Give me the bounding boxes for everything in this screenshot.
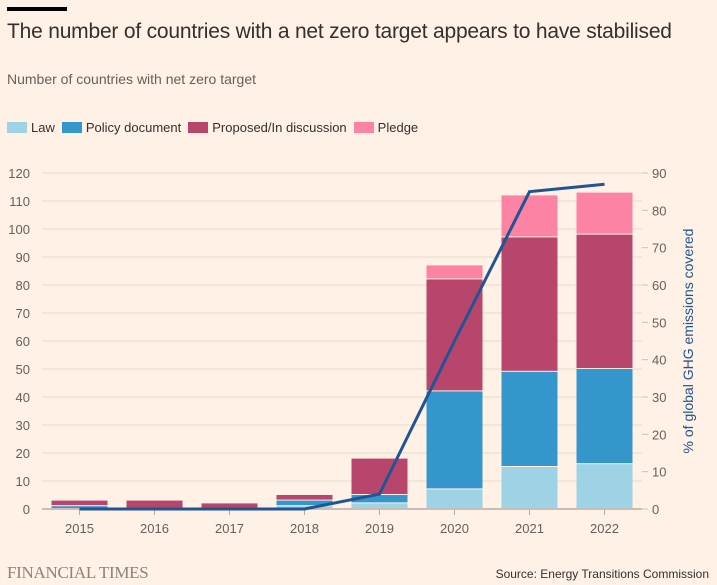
legend-swatch-pledge (353, 122, 374, 133)
left-tick-label: 10 (16, 474, 30, 489)
ft-top-rule (7, 7, 67, 11)
bar-segment-policy-document (501, 371, 558, 466)
legend-swatch-policy (61, 122, 82, 133)
emissions-line-path (79, 182, 605, 511)
bar-segment-proposed-in-discussion (426, 279, 483, 391)
bar-segment-policy-document (576, 369, 633, 464)
left-axis-ticks: 0 10 20 30 40 50 60 70 80 90 100 110 120 (8, 166, 30, 517)
bar-segment-proposed-in-discussion (576, 234, 633, 368)
bar-segment-proposed-in-discussion (201, 503, 258, 508)
bar-segment-law (351, 503, 408, 508)
emissions-line (79, 182, 605, 511)
left-tick-label: 20 (16, 446, 30, 461)
chart-subtitle: Number of countries with net zero target (7, 71, 257, 87)
right-axis-label: % of global GHG emissions covered (680, 229, 696, 454)
bar-segment-proposed-in-discussion (276, 495, 333, 500)
left-tick-label: 110 (9, 194, 30, 209)
right-tick-label: 0 (652, 502, 659, 517)
left-tick-label: 90 (16, 250, 30, 265)
bar-segment-proposed-in-discussion (51, 500, 108, 506)
bar-segment-law (576, 464, 633, 508)
left-tick-label: 40 (16, 390, 30, 405)
bar-segment-policy-document (351, 495, 408, 503)
bars (51, 192, 633, 508)
x-tick-label: 2017 (215, 521, 244, 536)
x-tick-label: 2021 (515, 521, 544, 536)
x-axis: 2015 2016 2017 2018 2019 2020 2021 2022 (65, 509, 619, 536)
legend-item-law: Law (7, 120, 55, 135)
right-tick-label: 70 (652, 241, 666, 256)
x-tick-label: 2015 (65, 521, 94, 536)
legend-label-pledge: Pledge (377, 120, 419, 135)
bar-segment-law (276, 506, 333, 508)
bar-segment-proposed-in-discussion (351, 458, 408, 494)
right-tick-label: 10 (652, 465, 666, 480)
legend: Law Policy document Proposed/In discussi… (7, 120, 425, 135)
right-tick-label: 50 (652, 315, 666, 330)
bar-segment-law (501, 467, 558, 508)
left-tick-label: 60 (16, 334, 30, 349)
legend-label-policy: Policy document (85, 120, 182, 135)
bar-segment-policy-document (51, 506, 108, 508)
legend-item-pledge: Pledge (353, 120, 419, 135)
legend-swatch-proposed (188, 122, 209, 133)
right-tick-label: 20 (652, 427, 666, 442)
left-tick-label: 100 (8, 222, 30, 237)
left-tick-label: 120 (8, 166, 30, 181)
bar-segment-proposed-in-discussion (501, 237, 558, 371)
right-tick-label: 40 (652, 353, 666, 368)
left-tick-label: 70 (16, 306, 30, 321)
bar-segment-law (426, 489, 483, 508)
x-tick-label: 2022 (590, 521, 619, 536)
legend-label-proposed: Proposed/In discussion (212, 120, 347, 135)
source-note: Source: Energy Transitions Commission (495, 567, 709, 581)
right-axis-ticks: 0 10 20 30 40 50 60 70 80 90 (642, 166, 666, 517)
right-tick-label: 90 (652, 166, 666, 181)
ft-logo: FINANCIAL TIMES (7, 563, 149, 582)
left-tick-label: 0 (23, 502, 30, 517)
left-tick-label: 50 (16, 362, 30, 377)
legend-item-proposed: Proposed/In discussion (188, 120, 347, 135)
left-tick-label: 30 (16, 418, 30, 433)
x-tick-label: 2019 (365, 521, 394, 536)
bar-segment-policy-document (276, 500, 333, 506)
bar-segment-proposed-in-discussion (126, 500, 183, 508)
legend-label-law: Law (31, 120, 55, 135)
bar-segment-pledge (426, 265, 483, 279)
right-tick-label: 30 (652, 390, 666, 405)
bar-segment-pledge (576, 192, 633, 234)
x-tick-label: 2020 (440, 521, 469, 536)
legend-item-policy: Policy document (61, 120, 182, 135)
x-tick-label: 2018 (290, 521, 319, 536)
bar-segment-policy-document (426, 391, 483, 489)
x-tick-label: 2016 (140, 521, 169, 536)
right-tick-label: 80 (652, 203, 666, 218)
right-tick-label: 60 (652, 278, 666, 293)
left-tick-label: 80 (16, 278, 30, 293)
chart-title: The number of countries with a net zero … (7, 20, 672, 43)
legend-swatch-law (7, 122, 27, 133)
